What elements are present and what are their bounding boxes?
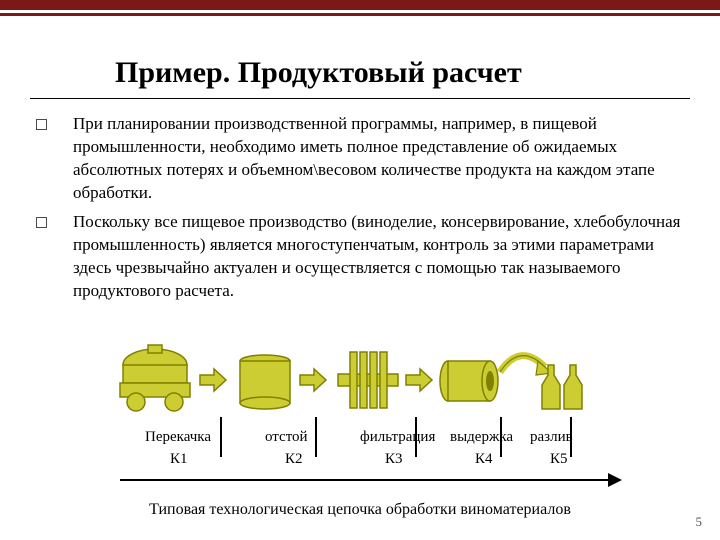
diagram-svg (90, 317, 630, 427)
stage-label: Перекачка (145, 429, 211, 446)
curved-arrow-icon (500, 355, 552, 374)
axis-tick (570, 417, 572, 457)
bottles-icon (542, 365, 582, 409)
content-area: При планировании производственной програ… (0, 113, 720, 519)
stage-label: отстой (265, 429, 308, 446)
k-label: К3 (385, 451, 403, 468)
arrow-icon (300, 369, 326, 391)
process-diagram (90, 317, 630, 427)
diagram-caption: Типовая технологическая цепочка обработк… (30, 501, 690, 519)
page-number: 5 (696, 514, 703, 530)
arrow-icon (200, 369, 226, 391)
axis-tick (500, 417, 502, 457)
k-label: К2 (285, 451, 303, 468)
tanker-icon (120, 345, 190, 411)
filter-icon (338, 352, 398, 408)
timeline-axis: К1 К2 К3 К4 К5 (90, 451, 630, 491)
axis-line (120, 479, 610, 481)
header-accent-bar (0, 0, 720, 10)
bullet-item: При планировании производственной програ… (30, 113, 690, 205)
header-accent-subbar (0, 13, 720, 16)
stage-label: фильтрация (360, 429, 435, 446)
axis-tick (315, 417, 317, 457)
square-bullet-icon (36, 217, 47, 228)
tank-icon (240, 355, 290, 409)
stage-label: выдержка (450, 429, 513, 446)
axis-tick (415, 417, 417, 457)
stage-labels-row: Перекачка отстой фильтрация выдержка раз… (90, 429, 630, 451)
bullet-text: При планировании производственной програ… (73, 113, 690, 205)
k-label: К5 (550, 451, 568, 468)
axis-arrowhead-icon (608, 473, 622, 487)
barrel-icon (440, 361, 498, 401)
square-bullet-icon (36, 119, 47, 130)
stage-label: разлив (530, 429, 573, 446)
arrow-icon (406, 369, 432, 391)
title-underline (30, 98, 690, 99)
bullet-text: Поскольку все пищевое производство (вино… (73, 211, 690, 303)
page-title: Пример. Продуктовый расчет (115, 56, 720, 90)
axis-tick (220, 417, 222, 457)
k-label: К4 (475, 451, 493, 468)
k-label: К1 (170, 451, 188, 468)
bullet-item: Поскольку все пищевое производство (вино… (30, 211, 690, 303)
